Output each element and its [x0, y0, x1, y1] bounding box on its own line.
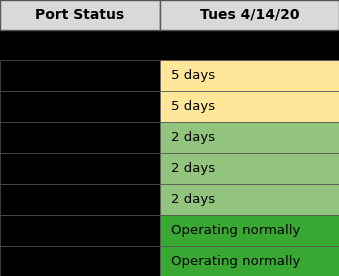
Bar — [0, 122, 160, 153]
Bar — [0, 246, 160, 276]
Bar — [160, 246, 339, 276]
Bar — [160, 215, 339, 246]
Bar — [0, 0, 160, 30]
Text: 5 days: 5 days — [171, 100, 215, 113]
Bar — [0, 184, 160, 215]
Bar — [160, 122, 339, 153]
Text: 2 days: 2 days — [171, 162, 215, 175]
Bar — [160, 184, 339, 215]
Text: 2 days: 2 days — [171, 193, 215, 206]
Bar — [160, 153, 339, 184]
Bar — [160, 60, 339, 91]
Bar — [0, 215, 160, 246]
Bar — [160, 91, 339, 122]
Bar — [0, 60, 160, 91]
Bar — [0, 91, 160, 122]
Text: Operating normally: Operating normally — [171, 255, 300, 268]
Text: Operating normally: Operating normally — [171, 224, 300, 237]
Text: Port Status: Port Status — [36, 8, 124, 22]
Text: Tues 4/14/20: Tues 4/14/20 — [200, 8, 299, 22]
Bar — [0, 153, 160, 184]
Text: 2 days: 2 days — [171, 131, 215, 144]
Bar — [160, 0, 339, 30]
Text: 5 days: 5 days — [171, 69, 215, 82]
